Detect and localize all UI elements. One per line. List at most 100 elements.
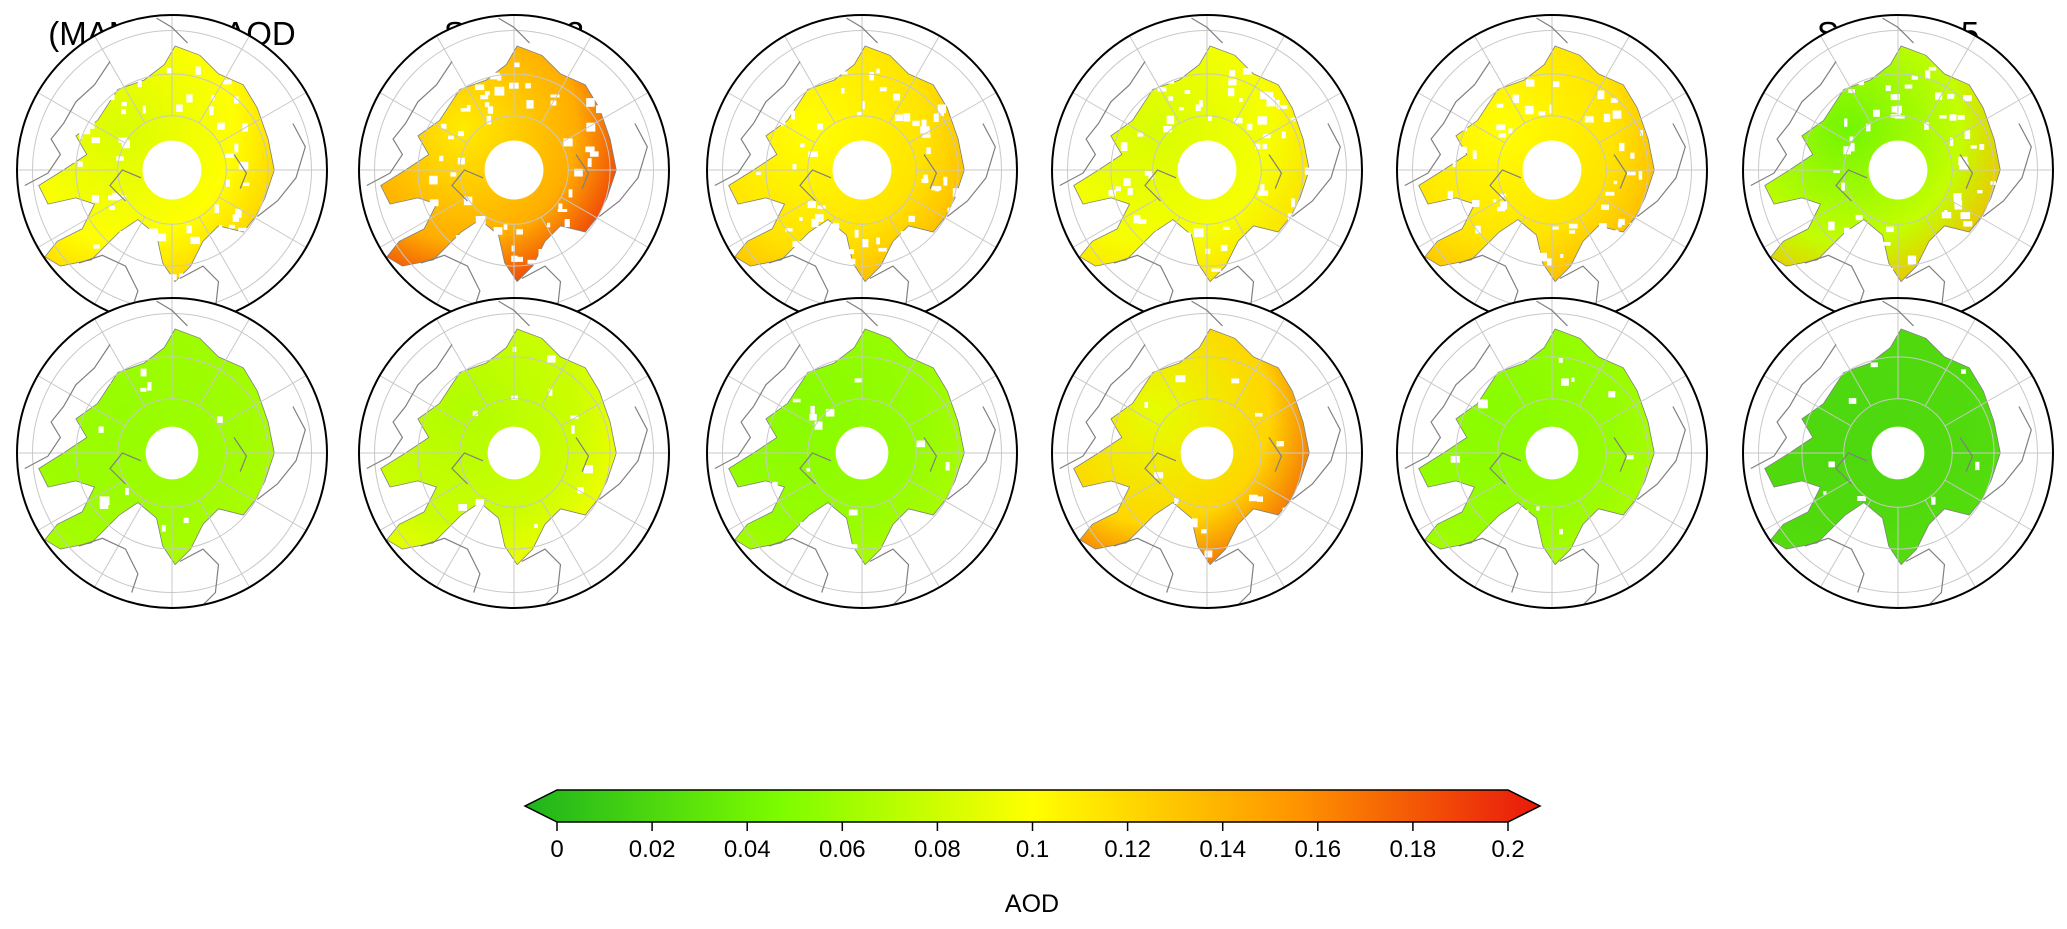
data-gap bbox=[1189, 518, 1198, 528]
data-gap bbox=[72, 212, 82, 217]
data-gap bbox=[1828, 221, 1835, 231]
data-gap bbox=[1568, 223, 1578, 229]
data-gap bbox=[1539, 252, 1547, 262]
coastline bbox=[1489, 452, 1522, 485]
data-gap bbox=[1314, 178, 1320, 183]
coastline bbox=[498, 300, 530, 327]
data-gap bbox=[897, 243, 906, 248]
data-gap bbox=[1629, 223, 1638, 227]
data-gap bbox=[513, 256, 523, 262]
data-gap bbox=[935, 187, 940, 192]
coastline bbox=[768, 254, 829, 310]
data-gap bbox=[1873, 109, 1880, 117]
meridian-line bbox=[1417, 375, 1506, 427]
data-gap bbox=[1182, 250, 1191, 255]
data-gap bbox=[834, 247, 839, 252]
data-gap bbox=[577, 487, 584, 494]
data-gap bbox=[1927, 261, 1933, 269]
data-gap bbox=[1133, 214, 1141, 224]
data-gap bbox=[1866, 123, 1871, 132]
meridian-line bbox=[379, 92, 468, 144]
data-gap bbox=[1246, 123, 1253, 131]
meridian-line bbox=[1763, 92, 1852, 144]
coastline bbox=[1559, 548, 1600, 606]
data-gap bbox=[1802, 202, 1809, 209]
data-gap bbox=[800, 143, 805, 148]
map-panel: BC×70 bbox=[1396, 14, 1708, 326]
meridian-line bbox=[784, 216, 836, 305]
data-gap bbox=[1944, 210, 1948, 216]
meridian-line bbox=[1253, 196, 1342, 248]
meridian-line bbox=[1924, 35, 1976, 124]
data-gap bbox=[574, 168, 583, 177]
data-gap bbox=[1257, 116, 1267, 125]
coastline bbox=[714, 344, 801, 470]
data-gap bbox=[137, 80, 142, 88]
data-gap bbox=[1178, 107, 1184, 111]
data-gap bbox=[1168, 80, 1174, 84]
coastline bbox=[1113, 254, 1174, 310]
data-gap bbox=[1571, 377, 1575, 382]
data-gap bbox=[908, 215, 915, 222]
data-gap bbox=[550, 100, 557, 106]
data-gap bbox=[493, 227, 503, 235]
data-gap bbox=[1947, 93, 1955, 99]
data-gap bbox=[458, 504, 467, 511]
coastline bbox=[1750, 61, 1837, 187]
meridian-line bbox=[888, 35, 940, 124]
meridian-line bbox=[1129, 35, 1181, 124]
meridian-line bbox=[560, 479, 649, 531]
data-gap bbox=[1496, 103, 1504, 108]
data-gap bbox=[586, 243, 593, 252]
data-gap bbox=[1823, 491, 1827, 495]
data-gap bbox=[475, 499, 484, 507]
data-gap bbox=[463, 196, 473, 206]
map-panel: Dust×5 bbox=[706, 14, 1018, 326]
coastline bbox=[714, 61, 801, 187]
map-panel: Sea Salt×5 bbox=[1742, 297, 2054, 609]
data-gap bbox=[1961, 369, 1966, 374]
coastline bbox=[1982, 123, 2032, 217]
data-gap bbox=[617, 147, 624, 155]
data-gap bbox=[586, 98, 595, 107]
data-gap bbox=[840, 270, 850, 277]
data-gap bbox=[1553, 81, 1560, 88]
data-gap bbox=[119, 231, 124, 239]
data-gap bbox=[121, 140, 130, 149]
colorbar-tick-label: 0.16 bbox=[1294, 836, 1341, 863]
data-gap bbox=[578, 536, 587, 544]
data-gap bbox=[1946, 541, 1951, 548]
data-gap bbox=[1260, 184, 1265, 192]
data-gap bbox=[1154, 472, 1164, 479]
meridian-line bbox=[908, 92, 997, 144]
meridian-line bbox=[1253, 479, 1342, 531]
data-gap bbox=[926, 147, 931, 155]
data-gap bbox=[1844, 118, 1848, 127]
data-gap bbox=[1517, 265, 1523, 271]
map-panel: Sulfate×3 bbox=[358, 14, 670, 326]
data-gap bbox=[869, 71, 874, 81]
coastline bbox=[233, 154, 248, 189]
data-gap bbox=[791, 110, 795, 120]
coastline bbox=[179, 548, 220, 606]
data-gap bbox=[1970, 145, 1977, 149]
data-gap bbox=[203, 248, 210, 254]
data-gap bbox=[1472, 200, 1480, 207]
meridian-line bbox=[436, 35, 488, 124]
data-gap bbox=[1911, 75, 1918, 80]
meridian-line bbox=[888, 499, 940, 588]
data-gap bbox=[91, 195, 99, 203]
data-gap bbox=[116, 156, 124, 161]
data-gap bbox=[86, 121, 95, 129]
data-gap bbox=[108, 94, 115, 101]
data-gap bbox=[814, 421, 823, 430]
meridian-line bbox=[540, 35, 592, 124]
meridian-line bbox=[94, 499, 146, 588]
meridian-line bbox=[1474, 499, 1526, 588]
data-gap bbox=[1559, 528, 1563, 535]
data-gap bbox=[1963, 221, 1973, 227]
data-gap bbox=[140, 368, 147, 377]
data-gap bbox=[878, 247, 887, 252]
data-gap bbox=[1106, 199, 1111, 207]
coastline bbox=[24, 61, 111, 187]
